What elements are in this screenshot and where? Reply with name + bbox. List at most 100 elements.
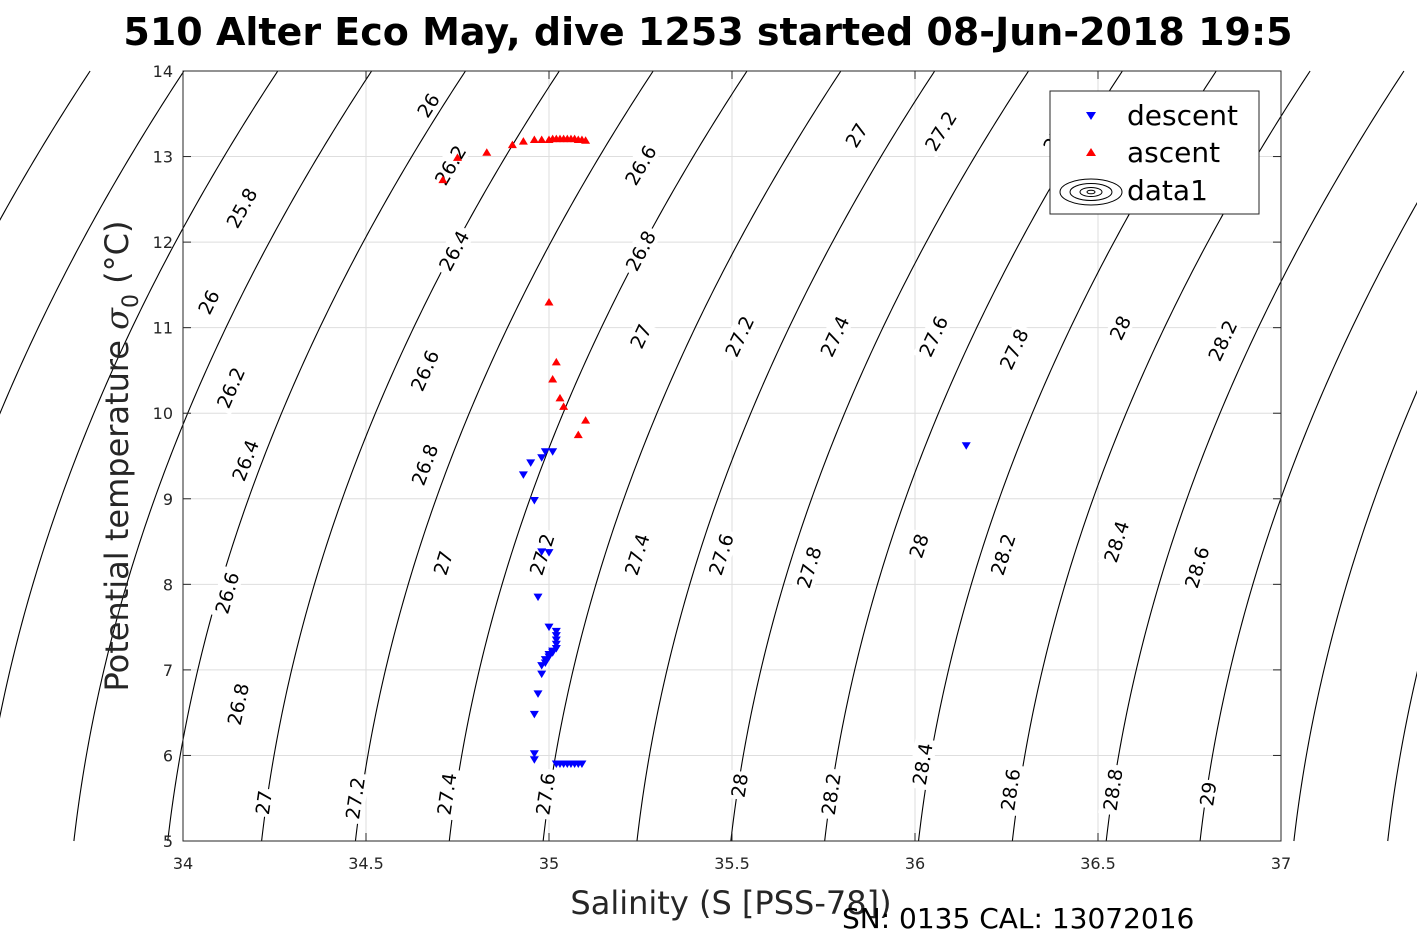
contour-label: 27.6 [530,767,560,821]
contour-label-bg [984,527,1021,582]
contour-label: 28.2 [816,767,846,821]
contour-label: 28 [726,769,753,801]
contour-label: 28.6 [995,763,1025,817]
legend-descent-label: descent [1127,99,1238,132]
descent-point [529,496,539,505]
x-tick-label: 36 [905,854,925,873]
x-tick-label: 35.5 [714,854,750,873]
ascent-point [548,375,558,383]
contour-label-bg [791,540,827,595]
contour-label-text: 27.6 [705,531,739,578]
axis-ticks: 34 34.5 35 35.5 36 36.5 37 5 6 7 8 9 10 11 12 13 14 [153,62,1292,873]
contour-label-text: 28 [728,772,753,799]
contour-label-bg [1194,778,1221,810]
descent-point [537,662,547,670]
descent-point [537,670,547,679]
y-tick-label: 14 [153,62,173,81]
contour-label: 26.2 [210,360,251,415]
y-tick-label: 12 [153,233,173,252]
contour-label-bg [816,767,846,821]
footer-serial: SN: 0135 CAL: 13072016 [842,902,1194,935]
contour-label: 28 [903,529,934,563]
contour-label-bg [192,284,225,320]
contour-label-text: 28.2 [1204,317,1242,365]
contour-label: 26.8 [221,677,254,731]
contour-label-bg [225,433,265,488]
ascent-point [573,430,583,439]
x-tick-label: 34 [173,854,193,873]
contour-label-bg [428,546,458,580]
isopycnal-line [354,70,654,842]
contour-label-text: 27.6 [915,313,953,361]
data-points [438,134,971,768]
isopycnal-line [730,70,1030,842]
contour-label-text: 28.6 [997,767,1025,812]
contour-label-text: 26 [413,90,445,122]
y-tick-label: 13 [153,148,173,167]
contour-label: 27 [250,787,277,818]
isopycnal-line [636,70,936,842]
contour-label-bg [219,180,264,236]
contour-label: 27.6 [702,527,740,582]
ascent-point [581,136,591,144]
contour-label: 26.4 [225,433,265,488]
contour-label-bg [624,318,657,354]
contour-label-bg [813,308,856,364]
contour-label-text: 28.2 [987,531,1021,578]
contour-label-bg [431,767,462,821]
y-axis-label: Potential temperature σ0 (°C) [98,221,144,692]
contour-label: 27.4 [813,308,856,364]
contour-label-bg [411,87,445,123]
contour-label-bg [404,343,445,398]
descent-point [526,459,536,467]
contour-label-text: 26.2 [213,364,250,412]
contour-label: 27.4 [618,527,655,582]
ascent-point [453,153,462,161]
y-axis-label-sigma: σ [98,307,136,330]
contour-label-text: 27.2 [721,313,759,361]
contour-label-text: 27 [626,321,656,352]
contour-label-bg [618,527,655,582]
isopycnal-line [73,70,373,842]
isopycnal-line [1199,201,1417,842]
contour-label-bg [918,103,964,158]
contour-label: 26.6 [618,137,663,193]
legend: descent ascent data1 [1049,90,1260,215]
descent-point [529,750,539,758]
descent-point [533,690,543,698]
contour-label-text: 27 [252,789,277,816]
contour-label-bg [340,771,370,825]
ascent-point [555,393,565,402]
y-tick-label: 9 [163,490,173,509]
legend-box [1049,90,1260,215]
ascent-point [537,135,547,143]
isopycnal-line [261,70,560,842]
descent-point [537,454,547,462]
y-tick-label: 6 [163,746,173,765]
descent-point [551,636,561,644]
contour-label-bg [432,223,476,278]
contour-label-text: 26.6 [211,570,244,617]
contour-label: 27 [428,546,458,580]
descent-point [540,448,550,456]
contour-label-bg [726,769,753,801]
contour-lines [0,70,1417,842]
chart-title: 510 Alter Eco May, dive 1253 started 08-… [123,10,1292,54]
contour-label-bg [1178,540,1215,595]
contour-label-text: 27.8 [996,326,1034,374]
contour-label-bg [221,677,254,731]
contour-label-text: 26.4 [228,437,264,484]
contour-label: 27 [624,318,657,354]
contour-label: 25.8 [219,180,264,236]
descent-point [518,471,528,479]
contour-label-bg [993,321,1035,377]
isopycnal-line [824,70,1123,842]
contour-label: 26 [192,284,225,320]
contour-label-bg [209,565,245,620]
ascent-point [482,148,492,156]
legend-data1-label: data1 [1127,174,1208,207]
contour-label-text: 27.6 [532,772,560,817]
contour-label-text: 27.2 [526,531,560,578]
x-tick-label: 34.5 [348,854,384,873]
